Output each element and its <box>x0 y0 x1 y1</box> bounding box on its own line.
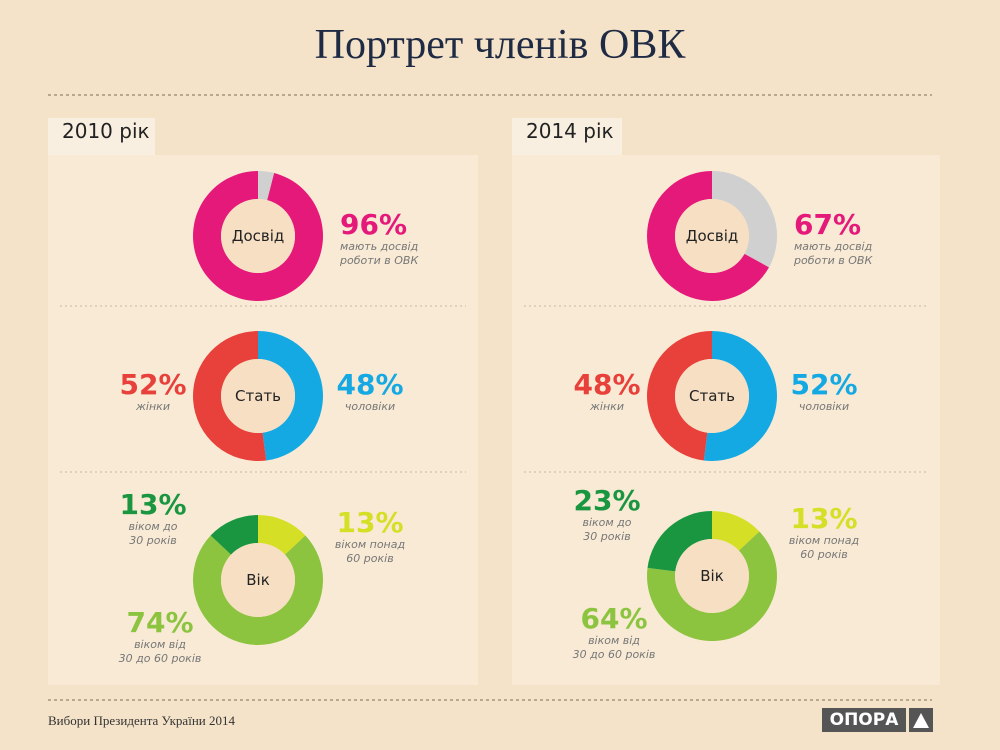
donut-segment <box>712 511 760 551</box>
segment-label: віком понад 60 років <box>334 538 406 565</box>
center-label: Вік <box>246 571 270 589</box>
value-label: 96% <box>340 208 408 241</box>
donut-segment <box>258 331 324 461</box>
value-label: 52% <box>119 368 187 401</box>
segment-label: віком від 30 до 60 років <box>118 638 202 665</box>
donut-hole <box>675 539 749 613</box>
footer: Вибори Президента України 2014 <box>48 713 235 728</box>
segment-label: мають досвід роботи в ОВК <box>340 240 419 267</box>
title: Портрет членів ОВК <box>314 22 686 68</box>
panel-tab <box>48 118 155 158</box>
segment-label: віком понад 60 років <box>788 534 860 561</box>
segment-label: чоловіки <box>798 400 850 413</box>
panel-label: 2010 рік <box>62 119 150 143</box>
value-label: 48% <box>573 368 641 401</box>
panel-tab <box>512 118 622 158</box>
value-label: 13% <box>336 506 404 539</box>
segment-label: жінки <box>136 400 170 413</box>
donut-hole <box>675 199 749 273</box>
center-label: Стать <box>689 387 735 405</box>
donut-segment <box>193 331 267 461</box>
value-label: 23% <box>573 484 641 517</box>
value-label: 48% <box>336 368 404 401</box>
donut-segment <box>647 511 712 572</box>
segment-label: віком до 30 років <box>582 516 632 543</box>
logo: ОПОРА <box>822 708 906 732</box>
center-label: Вік <box>700 567 724 585</box>
logo-triangle <box>913 713 929 728</box>
center-label: Досвід <box>685 227 739 245</box>
donut-segment <box>258 171 275 201</box>
donut-hole <box>221 199 295 273</box>
donut-segment <box>193 171 323 302</box>
donut-segment <box>258 515 306 555</box>
value-label: 74% <box>126 606 194 639</box>
value-label: 13% <box>119 488 187 521</box>
center-label: Досвід <box>231 227 285 245</box>
dividers <box>60 305 928 473</box>
donut-hole <box>221 359 295 433</box>
donut-segment <box>646 531 777 641</box>
donut-segment <box>210 515 258 555</box>
donut-segment <box>647 171 769 301</box>
segment-label: жінки <box>590 400 624 413</box>
donut-hole <box>221 543 295 617</box>
value-label: 52% <box>790 368 858 401</box>
segment-label: мають досвід роботи в ОВК <box>794 240 873 267</box>
donut-segment <box>703 331 777 461</box>
value-label: 67% <box>794 208 862 241</box>
segment-label: чоловіки <box>344 400 396 413</box>
value-label: 13% <box>790 502 858 535</box>
donut-segment <box>646 331 712 461</box>
donut-segment <box>192 535 323 646</box>
donut-segment <box>712 171 778 268</box>
panel-label: 2014 рік <box>526 119 614 143</box>
value-label: 64% <box>580 602 648 635</box>
center-label: Стать <box>235 387 281 405</box>
segment-label: віком до 30 років <box>128 520 178 547</box>
donut-hole <box>675 359 749 433</box>
segment-label: віком від 30 до 60 років <box>572 634 656 661</box>
